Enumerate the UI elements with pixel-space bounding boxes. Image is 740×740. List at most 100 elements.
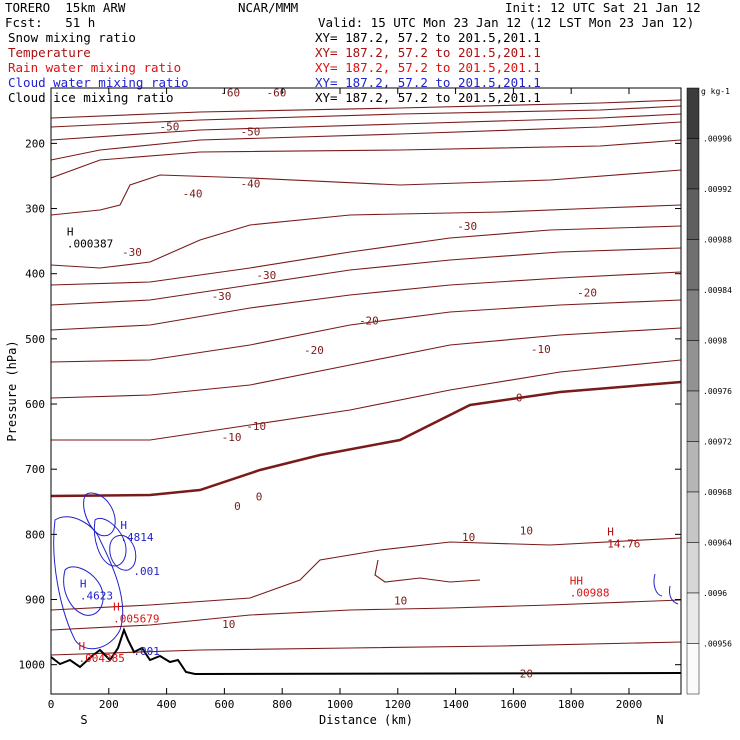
colorbar-swatch	[686, 390, 700, 442]
y-tick-label: 300	[25, 203, 45, 216]
x-axis-label: Distance (km)	[319, 713, 413, 727]
temperature-contour-label: -20	[577, 287, 597, 300]
x-axis-end-label-north: N	[656, 713, 663, 727]
field-xy-cloud-ice: XY= 187.2, 57.2 to 201.5,201.1	[315, 90, 541, 105]
x-tick-label: 1200	[385, 698, 412, 711]
terrain-line	[50, 627, 682, 676]
colorbar-tick-label: .00988	[703, 236, 732, 245]
colorbar-tick-label: .00996	[703, 135, 732, 144]
colorbar-tick-label: .00976	[703, 387, 732, 396]
init-time: Init: 12 UTC Sat 21 Jan 12	[505, 0, 701, 15]
isotherm-line	[51, 204, 681, 269]
y-tick-label: 800	[25, 528, 45, 541]
field-name-rain: Rain water mixing ratio	[8, 60, 182, 75]
temperature-contour-label: -40	[183, 187, 203, 200]
model-title: TORERO 15km ARW	[5, 0, 126, 15]
colorbar-swatch	[686, 441, 700, 493]
temperature-contour-label: -30	[256, 269, 276, 282]
isotherm-line	[51, 225, 681, 286]
isotherm-line	[51, 327, 681, 399]
isotherm-line	[51, 359, 681, 441]
x-axis-end-label-south: S	[80, 713, 87, 727]
temperature-contour-label: 10	[394, 595, 407, 608]
extremum-marker: H	[67, 226, 74, 239]
isotherm-line	[51, 299, 681, 363]
cloud-water-contour	[109, 534, 137, 571]
extremum-value: .00988	[570, 586, 610, 599]
y-tick-label: 500	[25, 333, 45, 346]
temperature-contour-label: 20	[520, 668, 533, 681]
temperature-contour-label: -10	[531, 343, 551, 356]
isotherm-line	[51, 247, 681, 306]
extremum-marker: H	[607, 525, 614, 538]
isotherm-line	[51, 113, 681, 141]
field-xy-snow: XY= 187.2, 57.2 to 201.5,201.1	[315, 30, 541, 45]
temperature-contour-label: 10	[222, 618, 235, 631]
temperature-contour-label: -50	[240, 126, 260, 139]
extremum-marker: H	[78, 640, 85, 653]
cloud-water-contour	[63, 566, 104, 616]
isotherm-line	[374, 559, 481, 583]
temperature-contour-label: -20	[359, 315, 379, 328]
colorbar-unit: g kg-1	[701, 87, 730, 96]
extremum-value: .4623	[80, 590, 113, 603]
cloud-water-contour	[653, 573, 663, 597]
extremum-marker: H	[120, 519, 127, 532]
isotherm-line	[51, 169, 681, 216]
cloud-contour-label: .001	[133, 645, 160, 658]
colorbar-swatch	[686, 87, 700, 139]
temperature-contour-label: -20	[304, 344, 324, 357]
colorbar-swatch	[686, 340, 700, 392]
temperature-contour-label: 10	[520, 524, 533, 537]
y-tick-label: 600	[25, 398, 45, 411]
temperature-contour-label: -10	[222, 431, 242, 444]
forecast-hour: Fcst: 51 h	[5, 15, 96, 30]
extremum-value: .004385	[78, 652, 124, 665]
temperature-contour-label: -30	[122, 246, 142, 259]
extremum-marker: H	[113, 600, 120, 613]
colorbar-swatch	[686, 188, 700, 240]
cloud-water-contours	[53, 492, 679, 650]
field-xy-temperature: XY= 187.2, 57.2 to 201.5,201.1	[315, 45, 541, 60]
isotherm-line	[51, 271, 681, 331]
x-tick-label: 2000	[616, 698, 643, 711]
field-xy-cloud-water: XY= 187.2, 57.2 to 201.5,201.1	[315, 75, 541, 90]
temperature-contour-label: -60	[266, 86, 286, 99]
x-tick-label: 1800	[558, 698, 585, 711]
x-tick-label: 1400	[442, 698, 469, 711]
isotherm-line	[51, 599, 681, 631]
field-xy-rain: XY= 187.2, 57.2 to 201.5,201.1	[315, 60, 541, 75]
field-name-cloud-ice: Cloud ice mixing ratio	[8, 90, 174, 105]
plot-frame	[50, 87, 682, 695]
contour-labels: -60 -60 -50 -50 -40 -40 -30 -30 -30 -30 -20 -20 -20 -…	[67, 86, 641, 680]
colorbar-swatch	[686, 592, 700, 644]
colorbar-swatch	[686, 289, 700, 341]
x-tick-label: 1000	[327, 698, 354, 711]
cloud-water-contour	[669, 585, 679, 605]
field-name-snow: Snow mixing ratio	[8, 30, 136, 45]
extremum-value: .000387	[67, 238, 113, 251]
colorbar-tick-label: .00964	[703, 539, 732, 548]
valid-time: Valid: 15 UTC Mon 23 Jan 12 (12 LST Mon …	[318, 15, 695, 30]
isotherm-line	[51, 641, 681, 656]
colorbar-swatch	[686, 491, 700, 543]
colorbar-tick-label: .00992	[703, 185, 732, 194]
cloud-water-contour	[53, 516, 124, 650]
extremum-value: 14.76	[607, 537, 640, 550]
isotherm-line	[51, 99, 681, 119]
temperature-contour-label: 0	[516, 391, 523, 404]
freezing-line	[51, 380, 681, 498]
temperature-contour-label: 0	[256, 490, 263, 503]
temperature-contour-label: -60	[220, 86, 240, 99]
temperature-contour-label: 10	[462, 531, 475, 544]
x-tick-label: 600	[214, 698, 234, 711]
y-tick-label: 900	[25, 594, 45, 607]
extremum-value: .005679	[113, 612, 159, 625]
y-tick-label: 1000	[19, 659, 46, 672]
colorbar-tick-label: .00984	[703, 286, 732, 295]
extremum-marker: HH	[570, 574, 583, 587]
isotherm-line	[51, 121, 681, 161]
extremum-marker: H	[80, 578, 87, 591]
